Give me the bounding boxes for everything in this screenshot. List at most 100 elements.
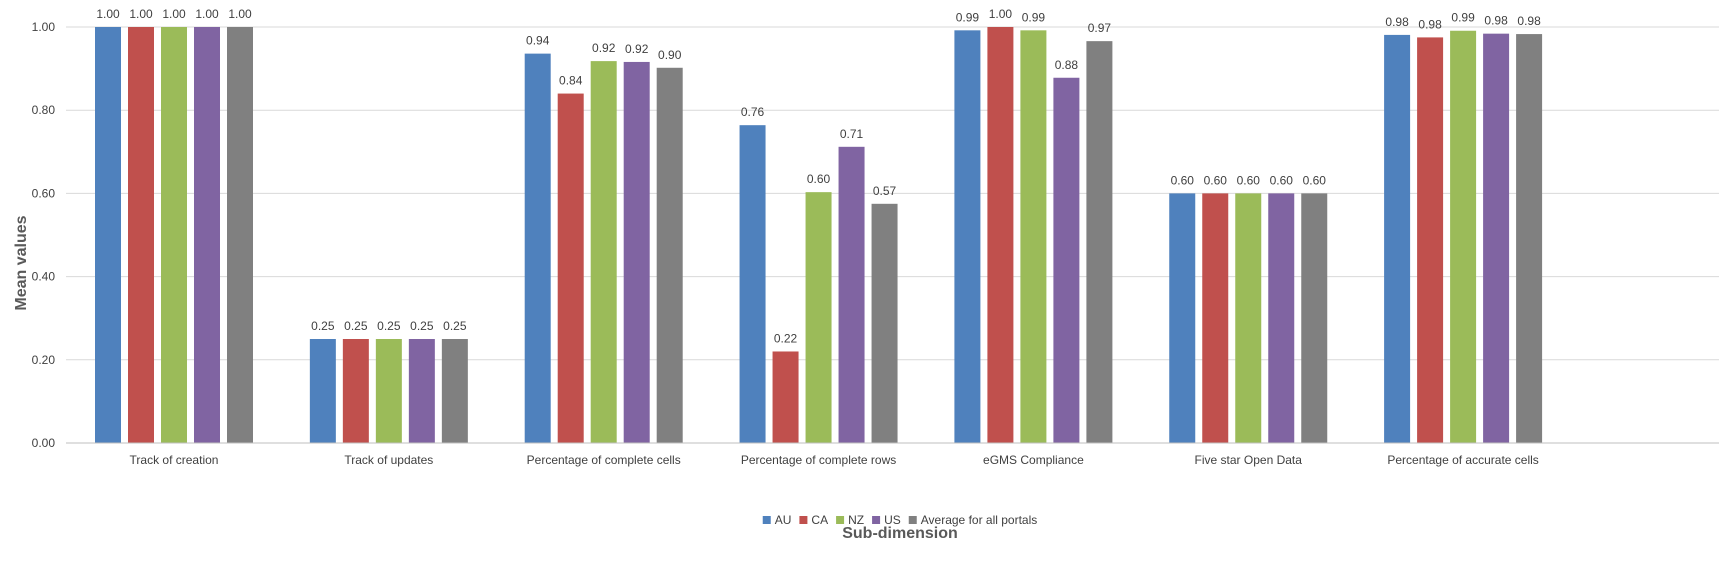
data-label: 1.00	[989, 7, 1013, 21]
x-category-label: Percentage of complete rows	[741, 453, 896, 467]
bar-ca-5	[1202, 193, 1229, 443]
legend-item-nz: NZ	[836, 513, 864, 527]
data-label: 0.60	[807, 172, 831, 186]
legend-item-ca: CA	[799, 513, 828, 527]
data-label: 1.00	[162, 7, 186, 21]
bar-nz-4	[1020, 30, 1047, 443]
bar-ca-2	[557, 93, 584, 443]
bar-ca-4	[987, 27, 1014, 443]
bar-ca-3	[772, 351, 799, 443]
legend-label: CA	[811, 513, 828, 527]
data-label: 0.98	[1517, 14, 1541, 28]
y-tick-label: 0.20	[32, 353, 56, 367]
data-label: 0.25	[410, 319, 434, 333]
x-category-label: Track of updates	[344, 453, 433, 467]
bar-us-0	[194, 27, 220, 443]
data-label: 0.98	[1484, 14, 1508, 28]
x-axis-title: Sub-dimension	[842, 525, 958, 542]
data-label: 0.60	[1237, 173, 1261, 187]
x-category-label: Percentage of accurate cells	[1387, 453, 1538, 467]
bar-nz-1	[375, 339, 402, 443]
legend-label: AU	[775, 513, 792, 527]
data-label: 1.00	[195, 7, 219, 21]
y-tick-label: 0.60	[32, 186, 56, 200]
bar-au-5	[1169, 193, 1196, 443]
data-label: 0.84	[559, 74, 583, 88]
bar-nz-5	[1235, 193, 1262, 443]
bar-average-for-all-portals-3	[871, 203, 898, 443]
bar-average-for-all-portals-0	[227, 27, 253, 443]
bar-ca-0	[128, 27, 154, 443]
bar-average-for-all-portals-6	[1516, 34, 1543, 444]
data-label: 1.00	[96, 7, 120, 21]
x-category-label: Five star Open Data	[1195, 453, 1303, 467]
data-label: 1.00	[129, 7, 153, 21]
data-labels: 1.00 1.00 1.00 1.00 1.00 0.25 0.25 0.25 0.25 0.25…	[96, 7, 1541, 345]
bar-au-6	[1384, 34, 1411, 444]
bar-au-4	[954, 30, 981, 443]
y-axis-title: Mean values	[13, 215, 30, 310]
bar-ca-6	[1417, 37, 1444, 444]
bar-us-5	[1268, 193, 1295, 443]
bar-average-for-all-portals-5	[1301, 193, 1328, 443]
data-label: 0.98	[1385, 15, 1409, 29]
data-label: 0.25	[377, 319, 401, 333]
data-label: 0.60	[1270, 173, 1294, 187]
bar-au-2	[524, 53, 551, 444]
data-label: 0.25	[443, 319, 467, 333]
bar-nz-3	[805, 192, 832, 443]
data-label: 0.92	[592, 41, 616, 55]
data-label: 0.60	[1204, 173, 1228, 187]
data-label: 0.60	[1303, 173, 1327, 187]
legend-item-us: US	[872, 513, 901, 527]
bar-nz-2	[590, 61, 617, 443]
bar-au-1	[309, 339, 336, 443]
data-label: 0.99	[1451, 11, 1475, 25]
bar-average-for-all-portals-1	[441, 339, 468, 443]
bar-average-for-all-portals-2	[656, 67, 683, 443]
data-label: 1.00	[228, 7, 252, 21]
data-label: 0.76	[741, 105, 765, 119]
x-category-label: eGMS Compliance	[983, 453, 1084, 467]
bar-us-4	[1053, 77, 1080, 443]
bars	[95, 27, 1543, 444]
data-label: 0.25	[311, 319, 335, 333]
legend: AU CA NZ US Average for all portals	[762, 513, 1038, 527]
data-label: 0.99	[956, 10, 980, 24]
data-label: 0.71	[840, 127, 864, 141]
bar-au-0	[95, 27, 121, 443]
legend-swatch	[908, 516, 917, 524]
x-category-label: Percentage of complete cells	[527, 453, 681, 467]
bar-average-for-all-portals-4	[1086, 41, 1113, 443]
data-label: 0.99	[1022, 10, 1046, 24]
bar-nz-6	[1450, 30, 1477, 444]
y-tick-label: 0.40	[32, 270, 56, 284]
y-tick-label: 1.00	[32, 20, 56, 34]
x-category-label: Track of creation	[130, 453, 219, 467]
y-tick-label: 0.80	[32, 103, 56, 117]
legend-item-average-for-all-portals: Average for all portals	[908, 513, 1038, 527]
data-label: 0.98	[1418, 17, 1442, 31]
data-label: 0.97	[1088, 21, 1112, 35]
gridlines	[66, 26, 1719, 361]
data-label: 0.94	[526, 34, 550, 48]
bar-us-2	[623, 61, 650, 443]
data-label: 0.60	[1171, 173, 1195, 187]
bar-us-1	[408, 339, 435, 443]
legend-label: NZ	[848, 513, 864, 527]
legend-label: US	[884, 513, 901, 527]
bar-ca-1	[342, 339, 369, 443]
legend-item-au: AU	[762, 513, 792, 527]
data-label: 0.57	[873, 184, 897, 198]
legend-swatch	[762, 516, 771, 524]
bar-us-6	[1483, 33, 1510, 443]
legend-label: Average for all portals	[921, 513, 1038, 527]
data-label: 0.25	[344, 319, 368, 333]
data-label: 0.92	[625, 42, 649, 56]
bar-au-3	[739, 125, 766, 444]
data-label: 0.90	[658, 48, 682, 62]
data-label: 0.22	[774, 331, 798, 345]
legend-swatch	[836, 516, 845, 524]
